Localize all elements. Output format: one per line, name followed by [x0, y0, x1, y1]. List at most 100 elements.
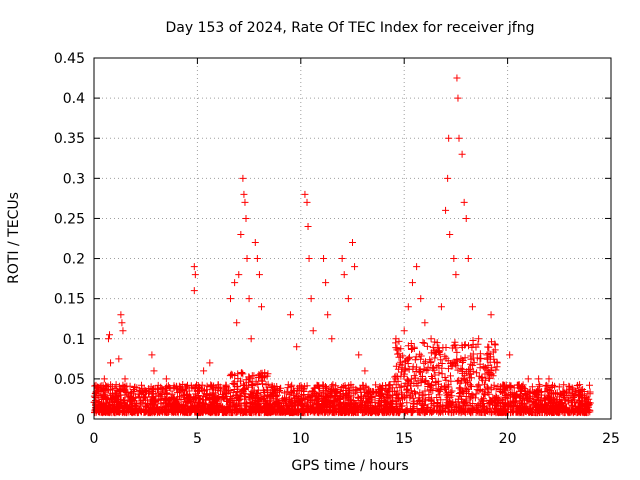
data-point	[455, 134, 463, 142]
data-point	[239, 174, 247, 182]
y-tick-label: 0.15	[54, 292, 85, 308]
data-point	[586, 399, 594, 407]
noise-markers	[90, 337, 594, 417]
data-point	[408, 279, 416, 287]
data-point	[392, 335, 400, 343]
data-point	[535, 375, 543, 383]
data-point	[320, 255, 328, 263]
plot-frame	[93, 57, 612, 420]
x-axis-label: GPS time / hours	[291, 458, 408, 474]
y-tick-label: 0.35	[54, 131, 85, 147]
data-point	[487, 311, 495, 319]
data-point	[464, 255, 472, 263]
data-point	[452, 271, 460, 279]
data-point	[121, 375, 129, 383]
data-point	[305, 255, 313, 263]
data-point	[307, 295, 315, 303]
data-point	[566, 383, 574, 391]
data-point	[115, 355, 123, 363]
x-tick-label: 25	[602, 431, 620, 447]
y-tick-label: 0.1	[63, 332, 85, 348]
data-point	[453, 74, 461, 82]
data-point	[445, 134, 453, 142]
data-point	[437, 303, 445, 311]
dense-data-band	[90, 337, 594, 417]
data-point	[545, 375, 553, 383]
data-point	[361, 367, 369, 375]
data-point	[524, 375, 532, 383]
data-point	[400, 327, 408, 335]
data-point	[237, 230, 245, 238]
data-point	[241, 198, 249, 206]
grid	[94, 58, 611, 419]
data-point	[301, 190, 309, 198]
y-tick-label: 0.25	[54, 211, 85, 227]
data-point	[191, 271, 199, 279]
data-point	[328, 335, 336, 343]
data-point	[355, 351, 363, 359]
data-point	[442, 206, 450, 214]
axis-ticks: 0 5 10 15 20 25 0 0.05 0.1 0.15 0.2 0.25 0.3 0.35 0.4 0…	[54, 51, 620, 447]
data-point	[245, 295, 253, 303]
data-point	[413, 263, 421, 271]
data-point	[309, 327, 317, 335]
data-point	[322, 279, 330, 287]
data-point	[460, 198, 468, 206]
data-point	[258, 303, 266, 311]
data-point	[344, 295, 352, 303]
data-point	[417, 295, 425, 303]
data-point	[235, 271, 243, 279]
data-points	[92, 74, 594, 407]
x-tick-label: 0	[90, 431, 99, 447]
data-point	[468, 303, 476, 311]
data-point	[104, 335, 112, 343]
data-point	[107, 359, 115, 367]
data-point	[243, 255, 251, 263]
data-point	[421, 319, 429, 327]
data-point	[427, 335, 435, 343]
data-point	[458, 150, 466, 158]
y-tick-label: 0	[76, 412, 85, 428]
y-axis-label: ROTI / TECUs	[6, 192, 22, 284]
data-point	[240, 190, 248, 198]
data-point	[446, 230, 454, 238]
data-point	[148, 351, 156, 359]
data-point	[286, 311, 294, 319]
data-point	[200, 367, 208, 375]
y-tick-label: 0.45	[54, 51, 85, 67]
data-point	[304, 222, 312, 230]
data-point	[251, 239, 259, 247]
data-point	[190, 287, 198, 295]
data-point	[444, 174, 452, 182]
data-point	[462, 214, 470, 222]
data-point	[226, 295, 234, 303]
data-point	[253, 255, 261, 263]
data-point	[555, 383, 563, 391]
data-point	[293, 343, 301, 351]
data-point	[117, 311, 125, 319]
y-tick-label: 0.3	[63, 171, 85, 187]
data-point	[100, 375, 108, 383]
chart-title: Day 153 of 2024, Rate Of TEC Index for r…	[166, 20, 535, 36]
data-point	[206, 359, 214, 367]
data-point	[118, 319, 126, 327]
data-point	[450, 255, 458, 263]
data-point	[109, 391, 117, 399]
data-point	[454, 94, 462, 102]
data-point	[173, 383, 181, 391]
data-point	[404, 303, 412, 311]
data-point	[475, 335, 483, 343]
data-point	[349, 239, 356, 247]
data-point	[231, 279, 239, 287]
data-point	[106, 331, 114, 339]
data-point	[190, 263, 198, 271]
x-tick-label: 10	[292, 431, 310, 447]
data-point	[233, 319, 241, 327]
x-tick-label: 15	[395, 431, 413, 447]
x-tick-label: 5	[193, 431, 202, 447]
data-point	[576, 387, 584, 395]
data-point	[338, 255, 346, 263]
data-point	[119, 327, 127, 335]
data-point	[247, 335, 255, 343]
